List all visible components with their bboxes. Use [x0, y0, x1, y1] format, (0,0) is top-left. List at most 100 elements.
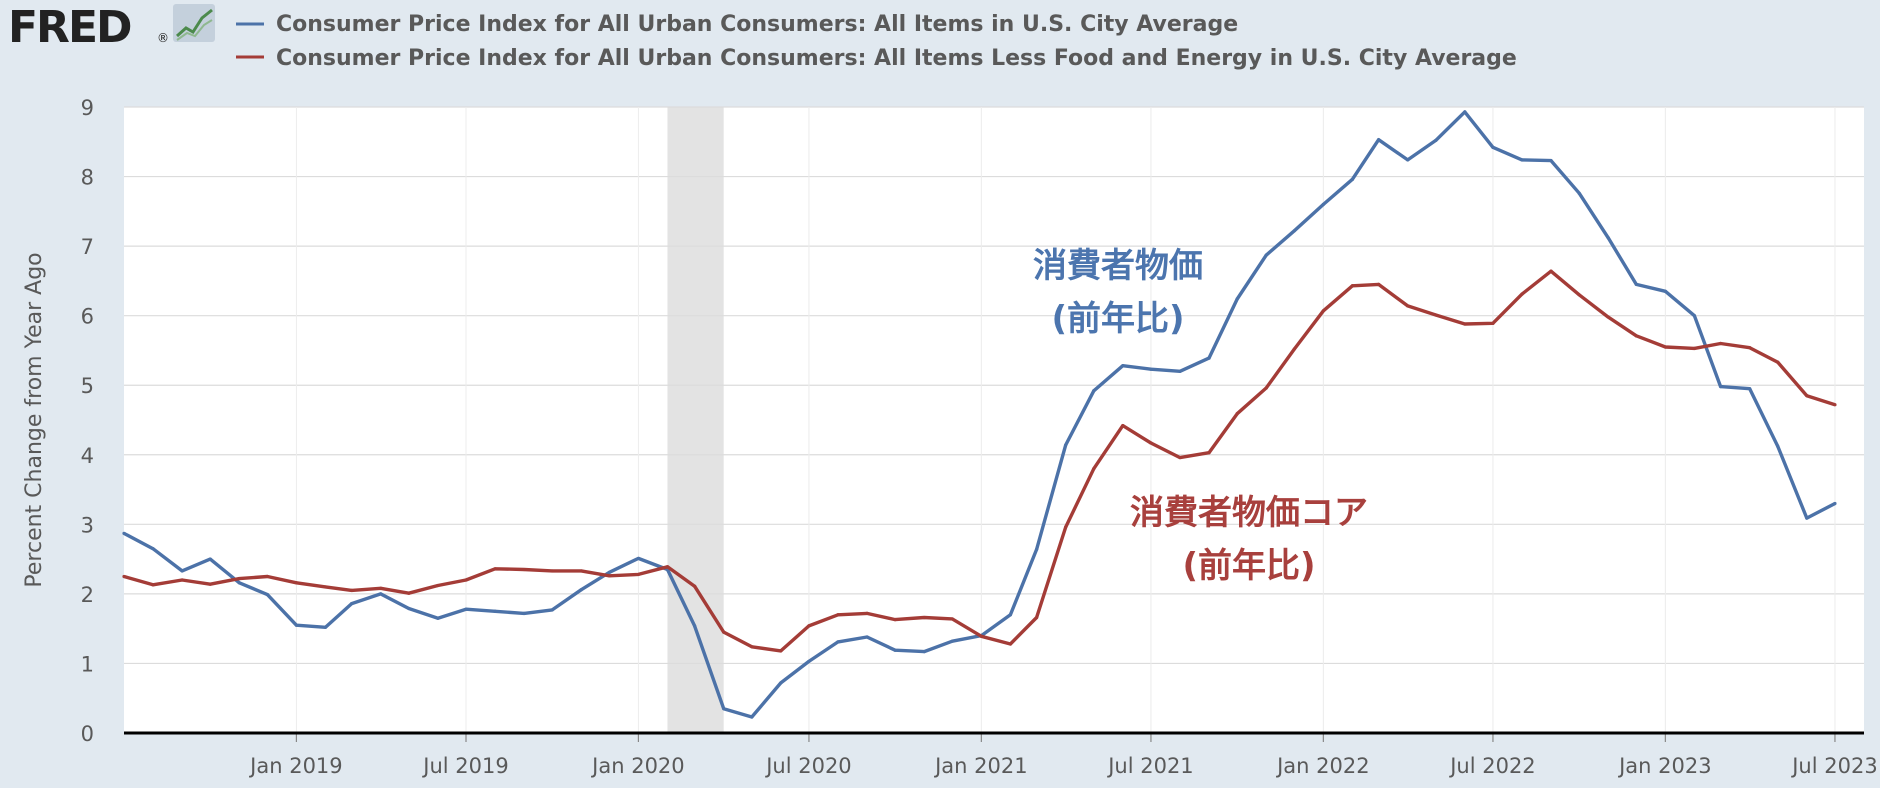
y-tick-label: 0	[81, 722, 94, 746]
data-point	[1092, 467, 1096, 471]
annotation-cpi: 消費者物価 (前年比)	[1033, 246, 1203, 339]
data-point	[807, 659, 811, 663]
plot-background	[124, 107, 1864, 733]
x-tick-label: Jan 2021	[933, 754, 1028, 778]
x-tick-label: Jan 2020	[590, 754, 685, 778]
data-point	[1149, 441, 1153, 445]
annotation-cpi-line2: (前年比)	[1051, 299, 1184, 339]
data-point	[208, 582, 212, 586]
data-point	[1008, 642, 1012, 646]
data-point	[407, 591, 411, 595]
data-point	[151, 547, 155, 551]
data-point	[350, 602, 354, 606]
data-point	[265, 592, 269, 597]
data-point	[1463, 322, 1467, 326]
data-point	[180, 578, 184, 582]
recession-band	[667, 107, 724, 733]
data-point	[893, 618, 897, 622]
data-point	[750, 645, 754, 649]
data-point	[180, 569, 184, 573]
data-point	[950, 617, 954, 621]
annotation-core: 消費者物価コア (前年比)	[1130, 493, 1368, 586]
data-point	[1321, 202, 1325, 206]
y-tick-label: 9	[81, 96, 94, 120]
y-tick-label: 3	[81, 513, 94, 537]
data-point	[1207, 451, 1211, 455]
data-point	[1235, 297, 1239, 301]
data-point	[493, 609, 497, 613]
data-point	[1434, 313, 1438, 317]
x-tick-label: Jul 2020	[764, 754, 851, 778]
data-point	[1121, 364, 1125, 368]
data-point	[1663, 289, 1667, 293]
annotation-core-line2: (前年比)	[1182, 546, 1315, 586]
data-point	[151, 583, 155, 587]
data-point	[579, 569, 583, 573]
fred-logo-text: FRED	[8, 2, 131, 53]
fred-logo[interactable]: FRED ®	[8, 2, 215, 53]
x-tick-label: Jul 2023	[1790, 754, 1877, 778]
y-tick-label: 1	[81, 652, 94, 676]
annotation-cpi-line1: 消費者物価	[1033, 246, 1203, 286]
data-point	[294, 581, 299, 585]
data-point	[1121, 423, 1125, 428]
data-point	[1406, 158, 1410, 162]
data-point	[237, 576, 241, 581]
data-point	[522, 611, 526, 615]
data-point	[464, 578, 468, 582]
data-point	[1434, 138, 1438, 142]
data-point	[607, 574, 611, 578]
data-point	[1634, 334, 1638, 338]
data-point	[1549, 158, 1553, 163]
registered-mark: ®	[157, 31, 169, 45]
data-point	[1776, 444, 1780, 449]
annotation-core-line1: 消費者物価コア	[1130, 493, 1368, 533]
data-point	[722, 630, 726, 634]
data-point	[607, 570, 611, 574]
data-point	[1748, 387, 1752, 391]
data-point	[1577, 191, 1581, 195]
data-point	[779, 649, 783, 653]
data-point	[1719, 341, 1723, 346]
data-point	[464, 607, 468, 611]
y-axis-label: Percent Change from Year Ago	[22, 252, 47, 587]
legend-item-cpi[interactable]: Consumer Price Index for All Urban Consu…	[236, 12, 1238, 37]
legend-label-core: Consumer Price Index for All Urban Consu…	[276, 46, 1517, 71]
data-point	[1663, 345, 1667, 349]
data-point	[1520, 158, 1524, 162]
x-tick-label: Jan 2019	[248, 754, 343, 778]
data-point	[122, 574, 126, 579]
data-point	[1805, 394, 1809, 398]
grid-layer	[124, 106, 1864, 733]
data-point	[865, 635, 869, 639]
data-point	[493, 567, 497, 571]
data-point	[636, 572, 641, 577]
data-point	[979, 634, 983, 638]
data-point	[1350, 177, 1355, 181]
data-point	[1606, 236, 1610, 240]
data-point	[922, 615, 926, 620]
data-point	[1035, 547, 1039, 551]
data-point	[1577, 293, 1581, 297]
data-point	[665, 565, 670, 569]
data-point	[550, 608, 554, 612]
data-point	[1634, 282, 1638, 286]
x-tick-label: Jan 2023	[1617, 754, 1712, 778]
legend-item-core[interactable]: Consumer Price Index for All Urban Consu…	[236, 46, 1517, 71]
data-point	[1235, 412, 1239, 416]
data-point	[436, 616, 440, 620]
data-point	[750, 715, 754, 719]
data-point	[1776, 360, 1780, 364]
data-point	[1292, 229, 1296, 233]
data-point	[208, 557, 212, 561]
data-point	[1833, 403, 1837, 407]
data-point	[350, 588, 354, 593]
data-point	[1149, 367, 1153, 371]
data-point	[1463, 110, 1467, 114]
data-point	[1064, 525, 1068, 529]
data-point	[379, 592, 383, 596]
legend-label-cpi: Consumer Price Index for All Urban Consu…	[276, 12, 1238, 37]
data-point	[636, 556, 641, 561]
data-point	[294, 623, 299, 627]
data-point	[1321, 309, 1325, 313]
